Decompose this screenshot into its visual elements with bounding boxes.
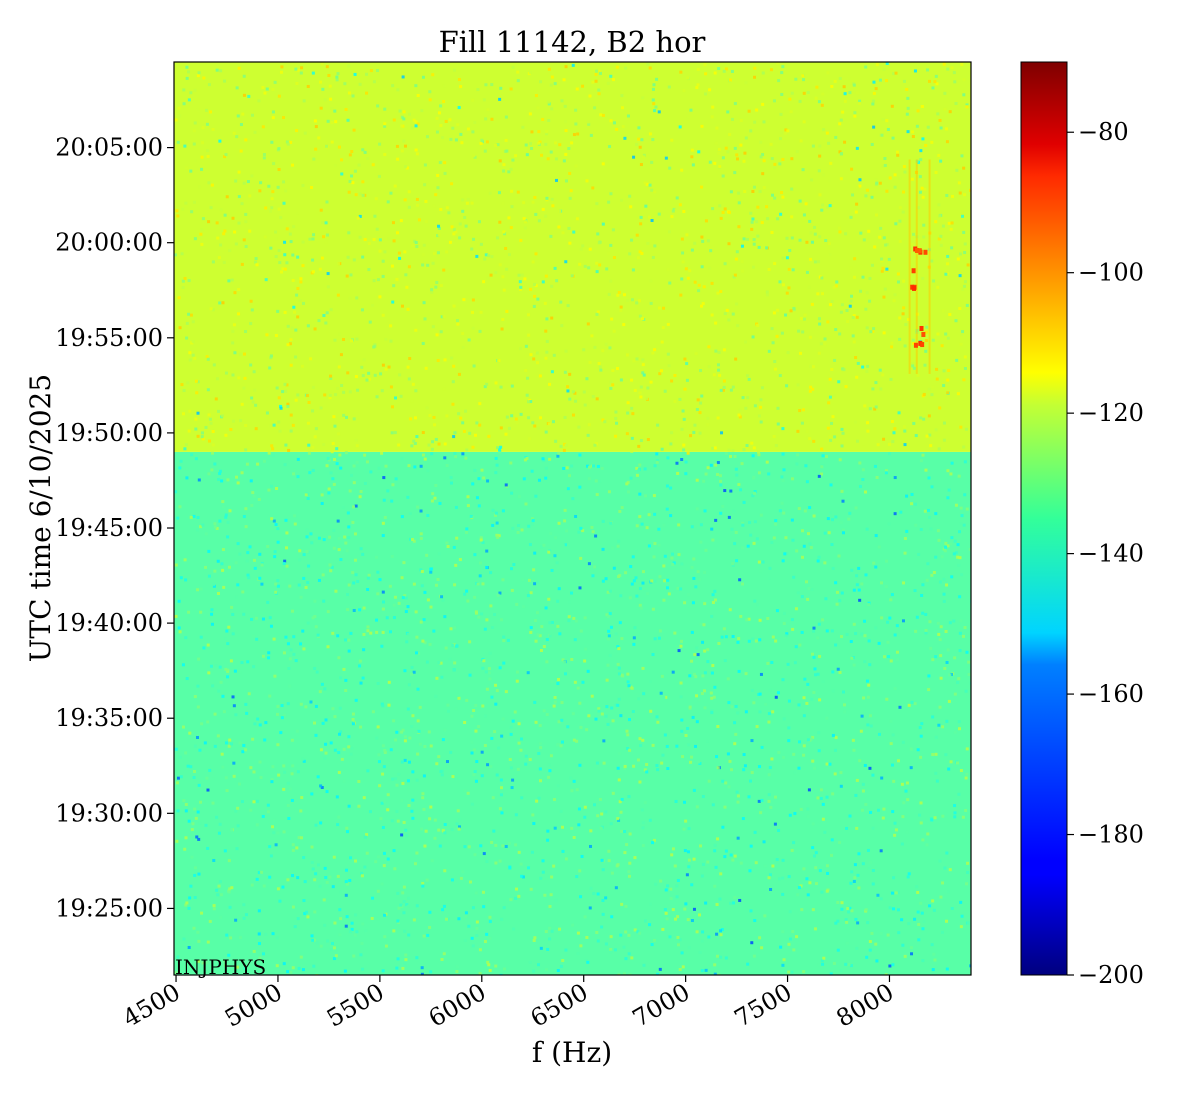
colorbar-axis: −80 −100 −120 −140 −160 −180 −200 [1067, 118, 1144, 989]
colorbar-tick-label: −200 [1078, 961, 1144, 989]
spectral-line-feature [908, 159, 931, 374]
colorbar-tick-label: −100 [1078, 259, 1144, 287]
x-tick-label: 8000 [832, 978, 899, 1033]
heatmap-region [174, 62, 971, 452]
chart-title: Fill 11142, B2 hor [439, 25, 706, 59]
colorbar-tick-label: −140 [1078, 540, 1144, 568]
colorbar-tick-label: −80 [1078, 118, 1129, 146]
x-tick-label: 5500 [322, 978, 389, 1033]
plot-frame [173, 61, 972, 976]
y-tick-label: 19:50:00 [55, 419, 163, 447]
x-axis-label: f (Hz) [532, 1036, 612, 1069]
heatmap-noise [174, 62, 971, 455]
y-axis-label: UTC time 6/10/2025 [24, 374, 57, 662]
x-axis: 4500 5000 5500 6000 6500 7000 7500 8000 [118, 975, 898, 1033]
colorbar [1020, 61, 1068, 976]
y-tick-label: 19:45:00 [55, 514, 163, 542]
y-tick-label: 20:05:00 [55, 134, 163, 162]
y-axis: 19:25:00 19:30:00 19:35:00 19:40:00 19:45:00… [55, 134, 174, 922]
x-tick-label: 6000 [424, 978, 491, 1033]
x-tick-label: 7500 [730, 978, 797, 1033]
y-tick-label: 20:00:00 [55, 229, 163, 257]
y-tick-label: 19:55:00 [55, 324, 163, 352]
heatmap-noise [174, 452, 971, 975]
x-tick-label: 6500 [526, 978, 593, 1033]
y-tick-label: 19:30:00 [55, 799, 163, 827]
colorbar-tick-label: −180 [1078, 821, 1144, 849]
colorbar-tick-label: −120 [1078, 399, 1144, 427]
x-tick-label: 5000 [220, 978, 287, 1033]
mode-annotation: INJPHYS [175, 955, 266, 979]
y-tick-label: 19:35:00 [55, 704, 163, 732]
y-tick-label: 19:40:00 [55, 609, 163, 637]
x-tick-label: 4500 [118, 978, 185, 1033]
y-tick-label: 19:25:00 [55, 894, 163, 922]
heatmap-area [174, 62, 971, 975]
colorbar-tick-label: −160 [1078, 680, 1144, 708]
x-tick-label: 7000 [628, 978, 695, 1033]
